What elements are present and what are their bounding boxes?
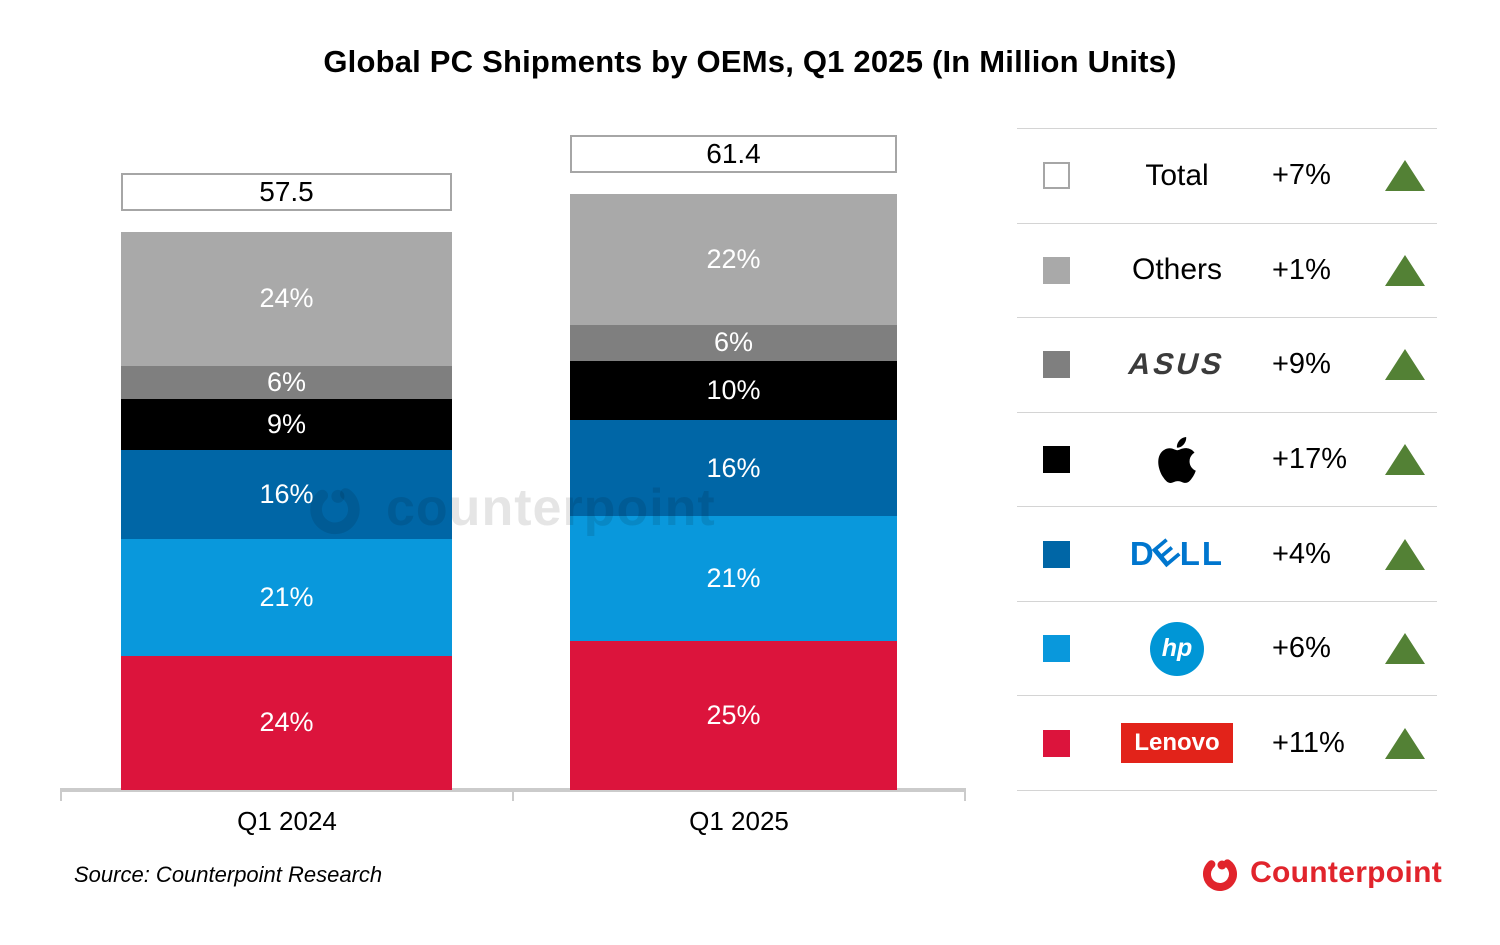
segment-label: 24% bbox=[259, 707, 314, 738]
x-axis-label-q1-2025: Q1 2025 bbox=[689, 806, 789, 836]
counterpoint-logo-icon bbox=[1203, 857, 1238, 891]
legend-swatch-others bbox=[1043, 256, 1070, 284]
x-axis-tick bbox=[964, 788, 966, 801]
hp-logo: hp bbox=[1150, 621, 1204, 676]
x-axis-label-q1-2024: Q1 2024 bbox=[237, 806, 337, 836]
legend-label-others: Others bbox=[1131, 253, 1223, 287]
segment-label: 24% bbox=[259, 283, 314, 314]
segment-label: 6% bbox=[713, 327, 754, 358]
apple-logo bbox=[1158, 436, 1196, 483]
segment-label: 16% bbox=[259, 478, 314, 509]
segment-hp-q1-2025: 21% bbox=[570, 515, 897, 641]
counterpoint-logo: Counterpoint bbox=[1200, 853, 1442, 893]
legend-swatch-asus bbox=[1043, 351, 1070, 379]
segment-apple-q1-2024: 9% bbox=[121, 399, 452, 450]
legend-swatch-dell bbox=[1043, 540, 1070, 568]
legend-row-asus: ASUS +9% bbox=[1017, 317, 1437, 412]
legend-change-hp: +6% bbox=[1272, 632, 1331, 665]
legend-change-apple: +17% bbox=[1272, 443, 1347, 476]
chart-title: Global PC Shipments by OEMs, Q1 2025 (In… bbox=[323, 44, 1177, 79]
segment-label: 16% bbox=[706, 452, 761, 483]
trend-up-icon bbox=[1384, 349, 1425, 381]
segment-hp-q1-2024: 21% bbox=[121, 538, 452, 657]
asus-logo: ASUS bbox=[1125, 347, 1229, 381]
trend-up-icon bbox=[1384, 444, 1425, 476]
segment-lenovo-q1-2024: 24% bbox=[121, 656, 452, 790]
trend-up-icon bbox=[1384, 254, 1425, 286]
segment-label: 6% bbox=[266, 367, 307, 398]
trend-up-icon bbox=[1384, 538, 1425, 570]
legend-swatch-apple bbox=[1043, 446, 1070, 474]
segment-others-q1-2024: 24% bbox=[121, 232, 452, 366]
legend-change-dell: +4% bbox=[1272, 537, 1331, 570]
legend-change-asus: +9% bbox=[1272, 348, 1331, 381]
segment-dell-q1-2025: 16% bbox=[570, 420, 897, 516]
segment-label: 10% bbox=[706, 375, 761, 406]
segment-label: 9% bbox=[266, 408, 307, 439]
legend-swatch-lenovo bbox=[1043, 729, 1070, 757]
legend-label-total: Total bbox=[1145, 158, 1209, 192]
legend-change-total: +7% bbox=[1272, 159, 1331, 192]
segment-apple-q1-2025: 10% bbox=[570, 360, 897, 421]
legend-change-others: +1% bbox=[1272, 253, 1331, 286]
total-label-box-q1-2025: 61.4 bbox=[570, 135, 897, 173]
lenovo-logo: Lenovo bbox=[1121, 723, 1233, 764]
segment-label: 21% bbox=[259, 581, 314, 612]
dell-logo: DELL bbox=[1129, 530, 1225, 575]
legend: Total +7% Others +1% ASUS +9% +17% DELL +4% hp +6%… bbox=[1017, 128, 1437, 791]
segment-others-q1-2025: 22% bbox=[570, 194, 897, 326]
stacked-bar-q1-2024: 24% 6% 9% 16% 21% 24% bbox=[121, 232, 452, 790]
legend-row-apple: +17% bbox=[1017, 411, 1437, 507]
segment-lenovo-q1-2025: 25% bbox=[570, 640, 897, 790]
source-note: Source: Counterpoint Research bbox=[74, 862, 383, 887]
legend-row-others: Others +1% bbox=[1017, 222, 1437, 318]
legend-row-dell: DELL +4% bbox=[1017, 506, 1437, 601]
legend-row-lenovo: Lenovo +11% bbox=[1017, 695, 1437, 790]
segment-dell-q1-2024: 16% bbox=[121, 449, 452, 539]
x-axis-tick bbox=[60, 788, 62, 801]
legend-row-total: Total +7% bbox=[1017, 128, 1437, 223]
trend-up-icon bbox=[1384, 727, 1425, 759]
trend-up-icon bbox=[1384, 633, 1425, 665]
total-label-box-q1-2024: 57.5 bbox=[121, 173, 452, 211]
legend-row-hp: hp +6% bbox=[1017, 600, 1437, 696]
legend-swatch-total bbox=[1043, 162, 1070, 190]
segment-label: 22% bbox=[706, 244, 761, 275]
stacked-bar-q1-2025: 22% 6% 10% 16% 21% 25% bbox=[570, 194, 897, 790]
x-axis-tick bbox=[512, 788, 514, 801]
legend-swatch-hp bbox=[1043, 635, 1070, 663]
counterpoint-logo-text: Counterpoint bbox=[1250, 856, 1442, 889]
legend-change-lenovo: +11% bbox=[1272, 726, 1345, 759]
segment-asus-q1-2025: 6% bbox=[570, 325, 897, 361]
trend-up-icon bbox=[1384, 160, 1425, 192]
segment-label: 25% bbox=[706, 699, 761, 730]
segment-asus-q1-2024: 6% bbox=[121, 365, 452, 400]
segment-label: 21% bbox=[706, 562, 761, 593]
